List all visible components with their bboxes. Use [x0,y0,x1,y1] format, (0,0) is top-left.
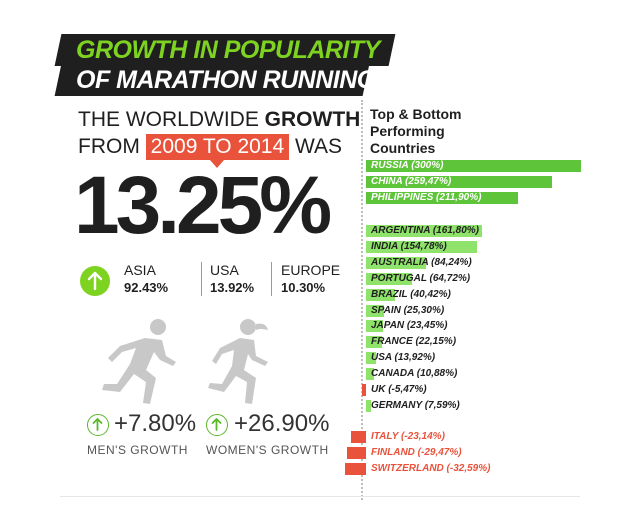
bar-india [366,240,477,253]
bar-label-argentina: ARGENTINA (161,80%) [371,225,479,236]
bar-spain [366,304,385,317]
title-line-1: GROWTH IN POPULARITY [76,36,380,64]
divider [201,262,202,296]
region-name: EUROPE [281,262,341,278]
years-badge: 2009 TO 2014 [145,134,290,168]
bar-brazil [366,288,395,301]
bar-france [366,336,382,349]
bar-canada [366,368,374,381]
bar-label-spain: SPAIN (25,30%) [371,304,445,316]
bar-finland [346,446,366,459]
region-usa: USA 13.92% [210,262,254,296]
region-asia: ASIA 92.43% [124,262,168,296]
bar-label-italy: ITALY (-23,14%) [371,431,445,442]
region-name: ASIA [124,262,156,278]
region-value: 13.92% [210,280,255,295]
bar-label-germany: GERMANY (7,59%) [371,399,460,411]
lead-text-was: WAS [289,135,343,158]
lead-text-bold: GROWTH [264,108,361,131]
bar-portugal [366,272,413,285]
bar-label-canada: CANADA (10,88%) [371,368,458,380]
women-growth-label: WOMEN'S GROWTH [206,443,329,457]
female-runner-icon [208,319,268,404]
bar-label-usa: USA (13,92%) [371,352,436,364]
bottom-rule [60,496,580,497]
bar-switzerland [344,462,366,475]
bar-label-uk: UK (-5,47%) [371,384,427,395]
men-growth-value: +7.80% [114,410,197,437]
bar-label-india: INDIA (154,78%) [371,240,447,252]
bar-australia [366,256,427,269]
bar-label-japan: JAPAN (23,45%) [371,320,448,332]
chart-divider [361,100,363,500]
bar-label-france: FRANCE (22,15%) [371,336,457,348]
bar-philippines [366,191,518,204]
up-arrow-outline-icon [206,414,228,436]
bar-label-philippines: PHILIPPINES (211,90%) [371,191,482,203]
region-value: 10.30% [281,280,326,295]
bar-label-portugal: PORTUGAL (64,72%) [371,272,471,284]
region-name: USA [210,262,239,278]
bar-label-china: CHINA (259,47%) [371,175,452,187]
women-growth-value: +26.90% [234,410,330,437]
lead-text-a: THE WORLDWIDE [78,108,265,131]
divider [271,262,272,296]
bar-label-brazil: BRAZIL (40,42%) [371,288,451,300]
bar-label-russia: RUSSIA (300%) [371,160,444,171]
bar-label-finland: FINLAND (-29,47%) [371,446,462,458]
bar-label-switzerland: SWITZERLAND (-32,59%) [371,462,491,474]
headline-value: 13.25% [74,160,332,251]
up-arrow-icon [80,266,110,296]
region-europe: EUROPE 10.30% [281,262,340,296]
bar-label-australia: AUSTRALIA (84,24%) [371,256,472,268]
bar-usa [366,352,376,365]
bar-germany [366,399,372,412]
male-runner-icon [102,319,176,404]
up-arrow-outline-icon [87,414,109,436]
title-line-2: OF MARATHON RUNNING [76,66,376,94]
bar-china [366,175,552,188]
lead-text-from: FROM [78,135,146,158]
bar-argentina [366,225,482,237]
bar-uk [362,384,366,396]
chart-title: Top & Bottom Performing Countries [370,106,462,156]
bar-italy [350,431,366,443]
lead-line-1: THE WORLDWIDE GROWTH [78,108,360,132]
bar-russia [366,160,581,172]
region-value: 92.43% [124,280,169,295]
bar-japan [366,320,383,333]
men-growth-label: MEN'S GROWTH [87,443,188,457]
lead-line-2: FROM 2009 TO 2014 WAS [78,134,343,168]
